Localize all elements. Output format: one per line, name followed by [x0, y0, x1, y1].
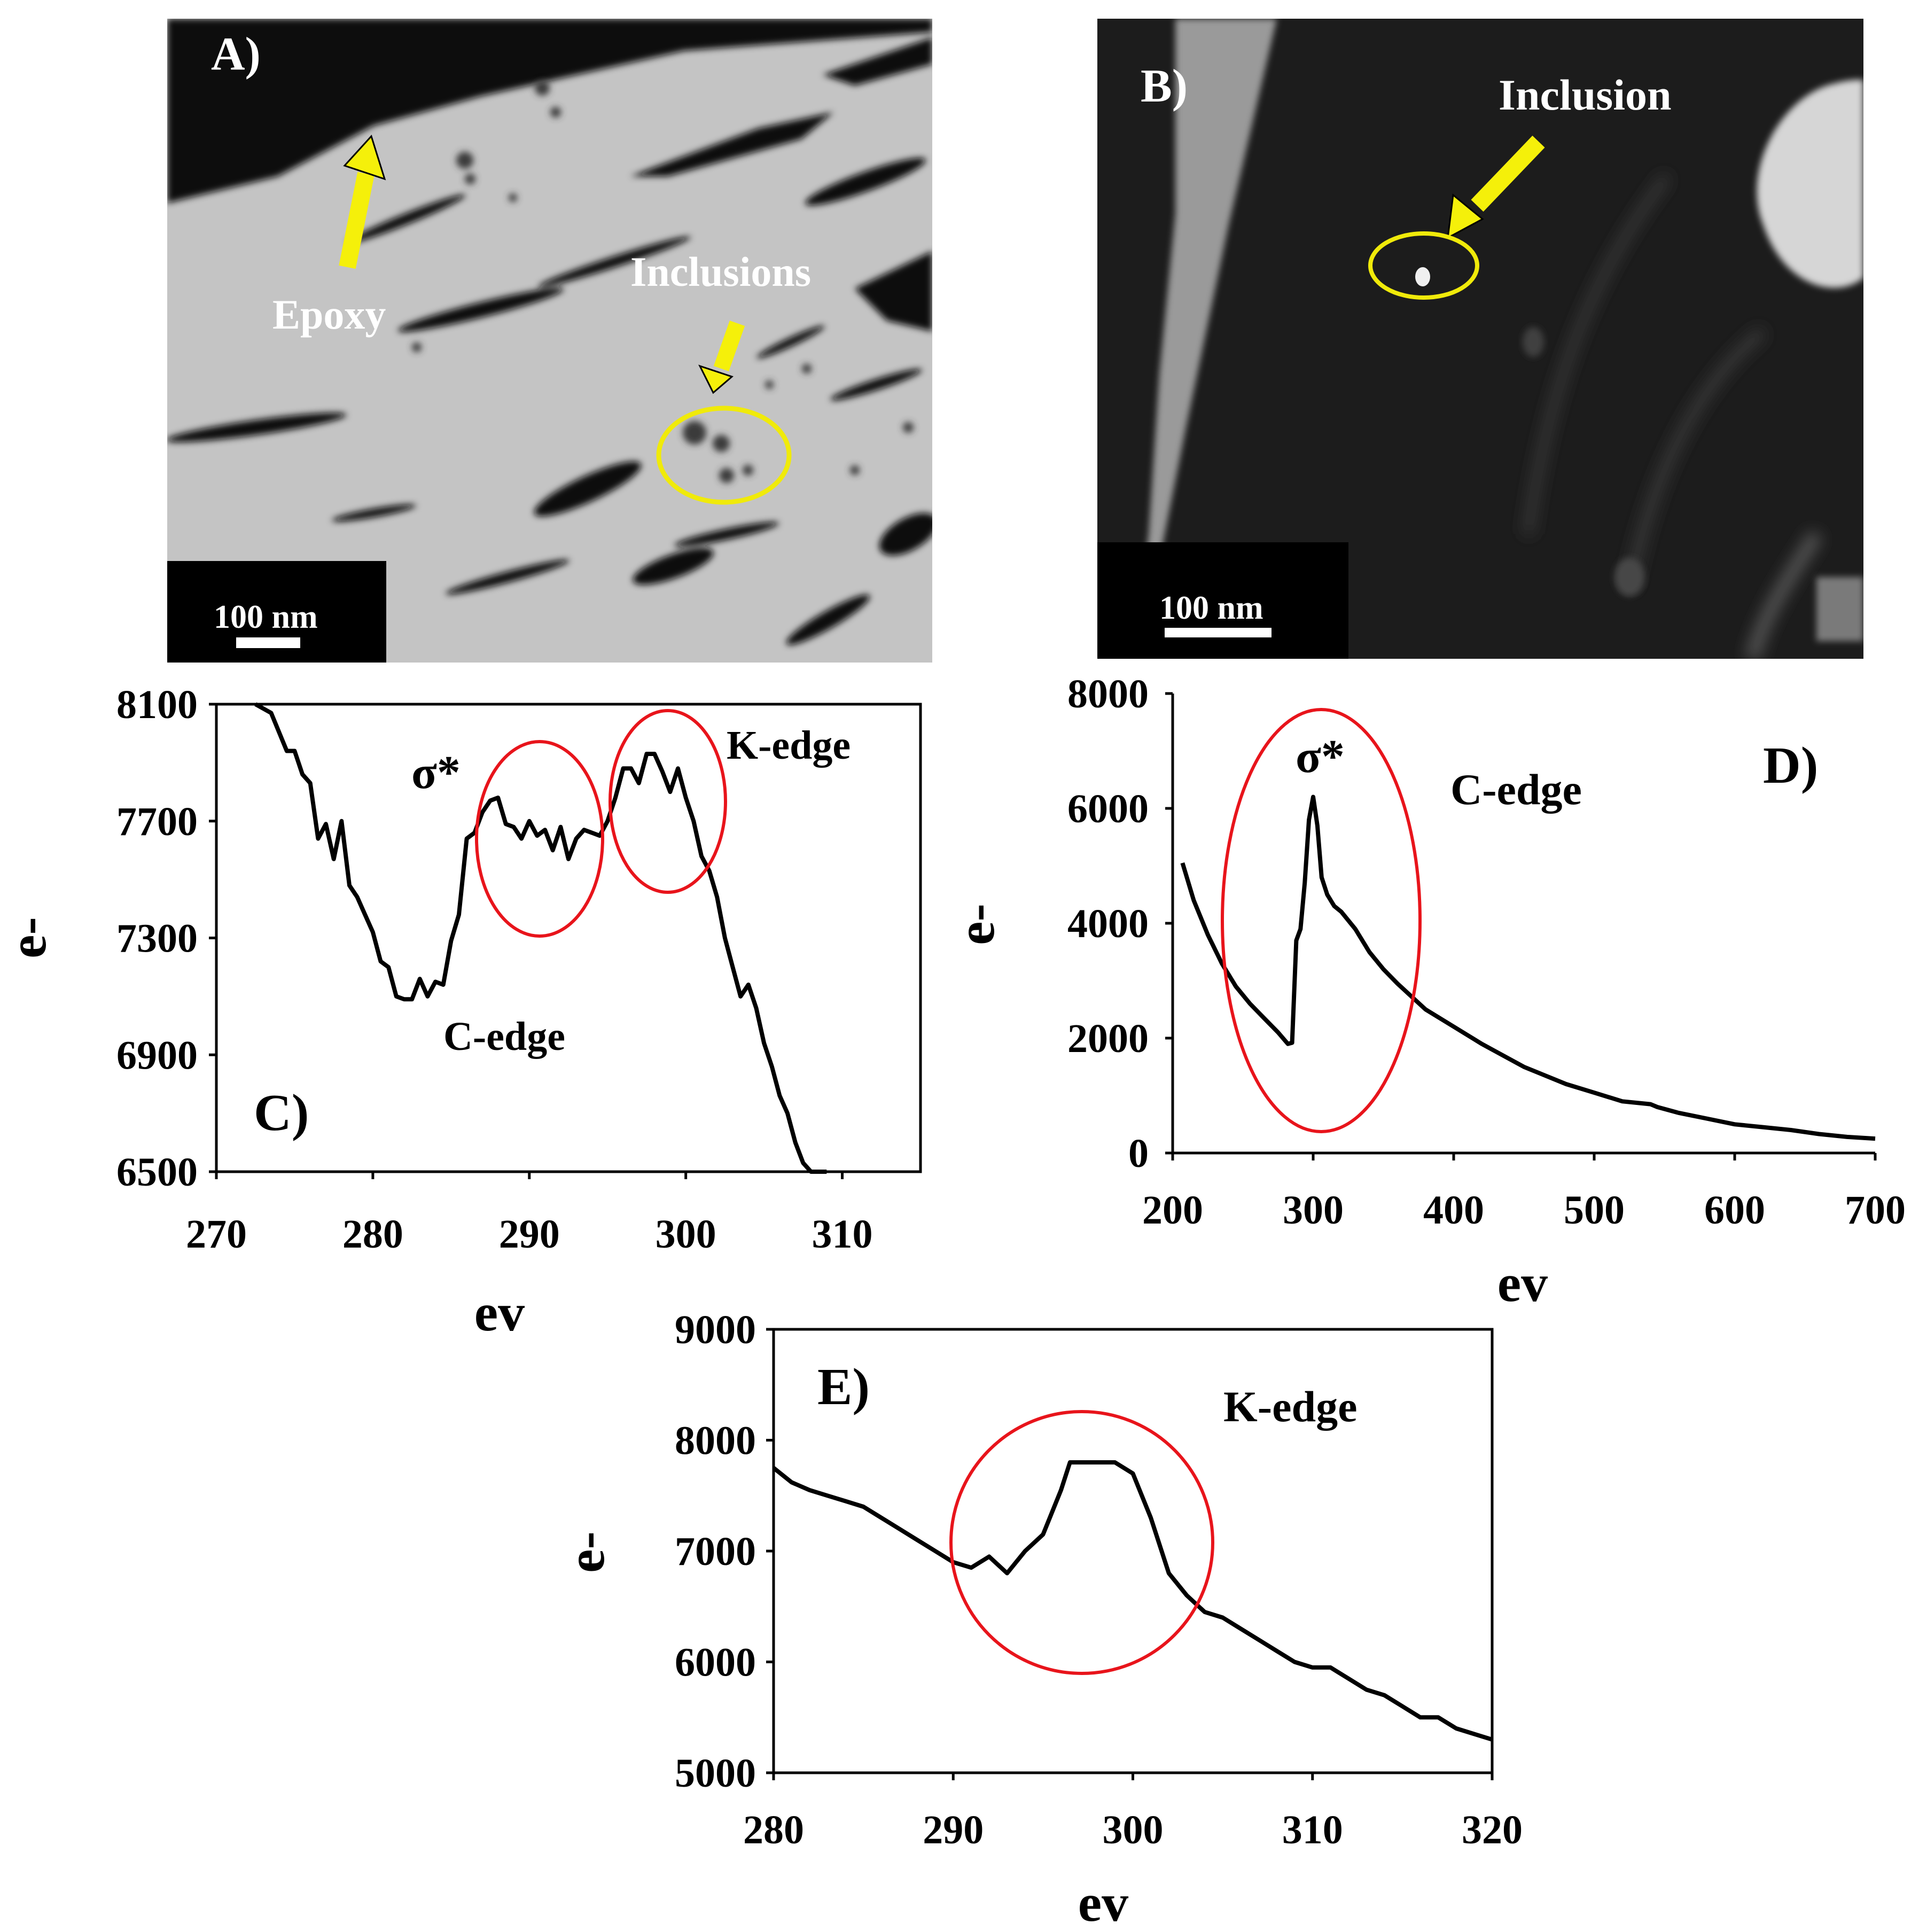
y-tick-label: 6900: [116, 1033, 198, 1078]
x-tick-label: 320: [1462, 1808, 1523, 1852]
chart-d-c-edge-annotation: C-edge: [1450, 765, 1582, 814]
x-tick-label: 200: [1142, 1188, 1203, 1233]
panel-b-scale-bar: [1165, 628, 1271, 637]
y-tick-label: 6000: [1067, 786, 1149, 831]
chart-d-sigma-annotation: σ*: [1296, 731, 1345, 783]
epoxy-annotation: Epoxy: [272, 291, 386, 338]
chart-e-x-axis: 280 290 300 310 320: [743, 1773, 1523, 1852]
panel-a-image: [167, 19, 932, 663]
inclusion-circle: [1368, 231, 1479, 300]
y-tick-label: 8000: [675, 1419, 756, 1463]
y-tick-label: 8100: [116, 682, 198, 727]
x-tick-label: 600: [1704, 1188, 1765, 1233]
panel-b-scale-label: 100 nm: [1159, 590, 1263, 626]
chart-e-plot-area: [772, 1328, 1494, 1774]
chart-c-y-axis-label: e-: [0, 917, 57, 959]
chart-d-x-axis-label: ev: [1497, 1253, 1548, 1313]
y-tick-label: 6500: [116, 1150, 198, 1195]
chart-d-y-axis-label: e-: [946, 903, 1005, 945]
y-tick-label: 5000: [675, 1751, 756, 1796]
inclusions-arrow-icon: [698, 321, 745, 394]
chart-c-c-edge-annotation: C-edge: [443, 1014, 565, 1059]
chart-e-x-axis-label: ev: [1078, 1873, 1128, 1932]
x-tick-label: 280: [342, 1212, 403, 1257]
chart-c-plot-area: [215, 703, 922, 1173]
x-tick-label: 300: [1103, 1808, 1164, 1852]
y-tick-label: 7700: [116, 799, 198, 844]
panel-a-label: A): [211, 28, 261, 80]
x-tick-label: 300: [656, 1212, 716, 1257]
chart-e-y-axis: 5000 6000 7000 8000 9000: [675, 1307, 774, 1796]
chart-e-k-edge-circle: [949, 1410, 1214, 1675]
y-tick-label: 4000: [1067, 901, 1149, 946]
chart-d-y-axis: 0 2000 4000 6000 8000: [1067, 672, 1173, 1176]
x-tick-label: 270: [186, 1212, 247, 1257]
chart-d-panel-label: D): [1763, 737, 1818, 794]
chart-d-sigma-circle: [1221, 708, 1422, 1133]
x-tick-label: 300: [1283, 1188, 1344, 1233]
chart-c-x-axis-label: ev: [474, 1283, 525, 1342]
chart-c-k-edge-annotation: K-edge: [727, 723, 851, 768]
y-tick-label: 8000: [1067, 672, 1149, 716]
panel-b-label: B): [1141, 60, 1188, 112]
panel-b-micrograph: B) Inclusion 100 nm: [1097, 19, 1863, 659]
chart-d-x-axis: 200 300 400 500 600 700: [1142, 1153, 1906, 1233]
y-tick-label: 0: [1128, 1131, 1149, 1176]
x-tick-label: 290: [499, 1212, 560, 1257]
chart-c-x-axis: 270 280 290 300 310: [186, 1172, 873, 1257]
x-tick-label: 290: [923, 1808, 984, 1852]
y-tick-label: 7000: [675, 1529, 756, 1574]
panel-a-scale-label: 100 nm: [214, 599, 318, 635]
inclusion-arrow-icon: [1447, 135, 1545, 239]
chart-c-panel-label: C): [254, 1084, 309, 1142]
inclusions-circle: [656, 406, 792, 505]
y-tick-label: 2000: [1067, 1016, 1149, 1061]
chart-e-panel-label: E): [817, 1358, 870, 1416]
panel-a-scale-bar: [236, 637, 300, 648]
chart-d-series-line: [1180, 794, 1876, 1141]
chart-c-sigma-annotation: σ*: [411, 747, 461, 799]
x-tick-label: 310: [1282, 1808, 1343, 1852]
chart-e-k-edge-annotation: K-edge: [1223, 1382, 1357, 1431]
y-tick-label: 7300: [116, 916, 198, 961]
x-tick-label: 700: [1845, 1188, 1906, 1233]
chart-c-sigma-circle: [475, 740, 604, 938]
chart-e-series-line: [772, 1460, 1493, 1742]
x-tick-label: 400: [1423, 1188, 1484, 1233]
x-tick-label: 280: [743, 1808, 804, 1852]
chart-c-y-axis: 6500 6900 7300 7700 8100: [116, 682, 216, 1195]
panel-b-image: [1097, 19, 1863, 659]
chart-c-series-line: [254, 702, 827, 1174]
inclusion-annotation: Inclusion: [1499, 71, 1672, 119]
x-tick-label: 500: [1564, 1188, 1625, 1233]
x-tick-label: 310: [812, 1212, 873, 1257]
inclusions-annotation: Inclusions: [630, 248, 811, 295]
chart-e-y-axis-label: e-: [556, 1531, 615, 1573]
chart-c-k-edge-circle: [609, 709, 727, 894]
epoxy-arrow-icon: [339, 135, 386, 269]
panel-a-micrograph: A) Epoxy Inclusions 100 nm: [167, 19, 932, 663]
y-tick-label: 9000: [675, 1307, 756, 1352]
y-tick-label: 6000: [675, 1640, 756, 1685]
